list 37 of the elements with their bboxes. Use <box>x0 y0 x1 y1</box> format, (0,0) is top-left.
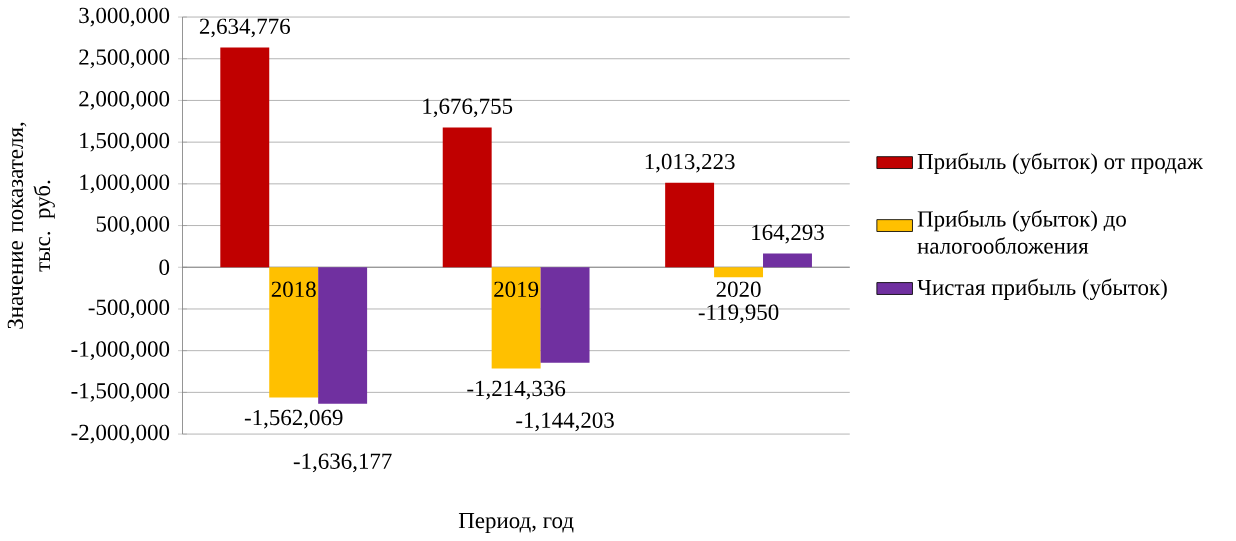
y-tick-label: 0 <box>159 259 170 276</box>
legend-label: Чистая прибыль (убыток) <box>917 278 1167 301</box>
x-tick-label: 2018 <box>271 281 316 298</box>
y-tick-label: 2,500,000 <box>79 49 170 69</box>
data-label: -119,950 <box>698 304 779 324</box>
y-tick-label: 3,000,000 <box>79 7 170 27</box>
legend-label: Прибыль (убыток) от продаж <box>917 152 1203 175</box>
y-tick-label: -1,000,000 <box>71 341 170 361</box>
y-tick-label: -2,000,000 <box>71 424 170 444</box>
data-label: 164,293 <box>752 224 824 244</box>
x-axis-title: Период, год <box>458 513 574 534</box>
data-label: -1,214,336 <box>467 380 566 400</box>
x-tick-label: 2019 <box>494 281 539 298</box>
bar <box>318 267 368 404</box>
data-label: -1,144,203 <box>516 412 614 432</box>
y-tick-label: 1,500,000 <box>80 132 170 152</box>
data-label: 1,013,223 <box>645 154 735 173</box>
y-tick-label: -500,000 <box>88 299 170 319</box>
bar <box>220 47 270 268</box>
data-label: -1,636,177 <box>293 453 392 473</box>
y-tick-label: 2,000,000 <box>79 91 170 111</box>
bar <box>442 127 492 268</box>
y-axis-title: Значение показателя, тыс. руб. <box>7 122 55 329</box>
bar <box>763 253 812 268</box>
y-tick-label: 1,000,000 <box>80 174 170 194</box>
data-label: -1,562,069 <box>244 410 343 429</box>
bar <box>540 267 590 363</box>
bar <box>491 267 541 369</box>
y-tick-label: 500,000 <box>96 216 170 236</box>
data-label: 2,634,776 <box>199 18 290 38</box>
legend-label: Прибыль (убыток) до налогообложения <box>917 210 1126 255</box>
x-tick-label: 2020 <box>716 281 761 298</box>
bar <box>714 267 764 278</box>
y-tick-label: -1,500,000 <box>71 383 170 402</box>
data-label: 1,676,755 <box>423 98 513 118</box>
bar <box>269 267 319 398</box>
bar <box>665 182 715 268</box>
